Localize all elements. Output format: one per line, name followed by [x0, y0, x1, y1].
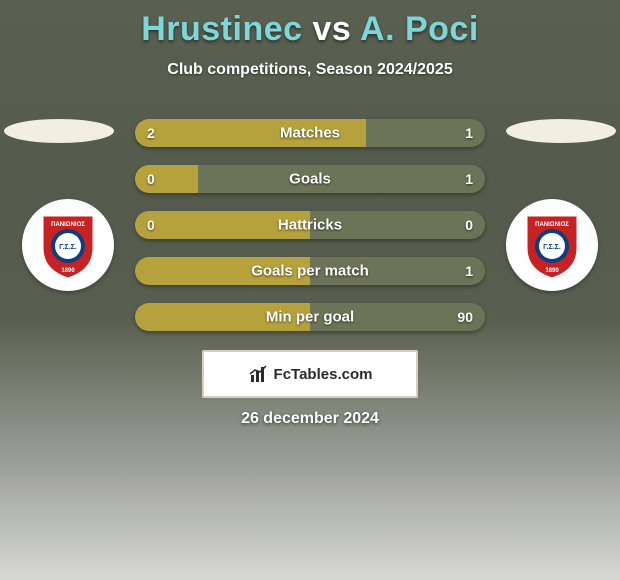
svg-text:Γ.Σ.Σ.: Γ.Σ.Σ.: [59, 244, 77, 251]
stats-list: 21Matches 01Goals 00Hattricks 1Goals per ma…: [135, 119, 485, 349]
svg-text:Γ.Σ.Σ.: Γ.Σ.Σ.: [543, 244, 561, 251]
player2-club-badge: Γ.Σ.Σ. ΠΑΝΙΩΝΙΟΣ 1890: [506, 199, 598, 291]
stat-label: Matches: [135, 125, 485, 142]
svg-text:ΠΑΝΙΩΝΙΟΣ: ΠΑΝΙΩΝΙΟΣ: [535, 222, 569, 228]
subtitle: Club competitions, Season 2024/2025: [0, 61, 620, 79]
comparison-body: Γ.Σ.Σ. ΠΑΝΙΩΝΙΟΣ 1890 Γ.Σ.Σ. ΠΑΝΙΩΝΙΟΣ 1…: [0, 119, 620, 359]
attribution-box: FcTables.com: [202, 350, 418, 398]
player1-ellipse: [4, 119, 114, 143]
player2-ellipse: [506, 119, 616, 143]
svg-text:1890: 1890: [61, 268, 75, 274]
player1-name: Hrustinec: [141, 10, 302, 48]
stat-label: Min per goal: [135, 309, 485, 326]
stat-label: Goals per match: [135, 263, 485, 280]
title-vs: vs: [313, 10, 352, 48]
stat-row: 00Hattricks: [135, 211, 485, 239]
date-text: 26 december 2024: [0, 410, 620, 428]
bar-chart-icon: [248, 363, 270, 385]
club-crest-icon: Γ.Σ.Σ. ΠΑΝΙΩΝΙΟΣ 1890: [515, 208, 589, 282]
stat-label: Goals: [135, 171, 485, 188]
club-crest-icon: Γ.Σ.Σ. ΠΑΝΙΩΝΙΟΣ 1890: [31, 208, 105, 282]
player1-club-badge: Γ.Σ.Σ. ΠΑΝΙΩΝΙΟΣ 1890: [22, 199, 114, 291]
player2-name: A. Poci: [360, 10, 479, 48]
stat-label: Hattricks: [135, 217, 485, 234]
stat-row: 01Goals: [135, 165, 485, 193]
svg-text:1890: 1890: [545, 268, 559, 274]
attribution-text: FcTables.com: [274, 366, 373, 383]
stat-row: 21Matches: [135, 119, 485, 147]
stat-row: 90Min per goal: [135, 303, 485, 331]
comparison-title: Hrustinec vs A. Poci: [0, 0, 620, 49]
stat-row: 1Goals per match: [135, 257, 485, 285]
svg-text:ΠΑΝΙΩΝΙΟΣ: ΠΑΝΙΩΝΙΟΣ: [51, 222, 85, 228]
